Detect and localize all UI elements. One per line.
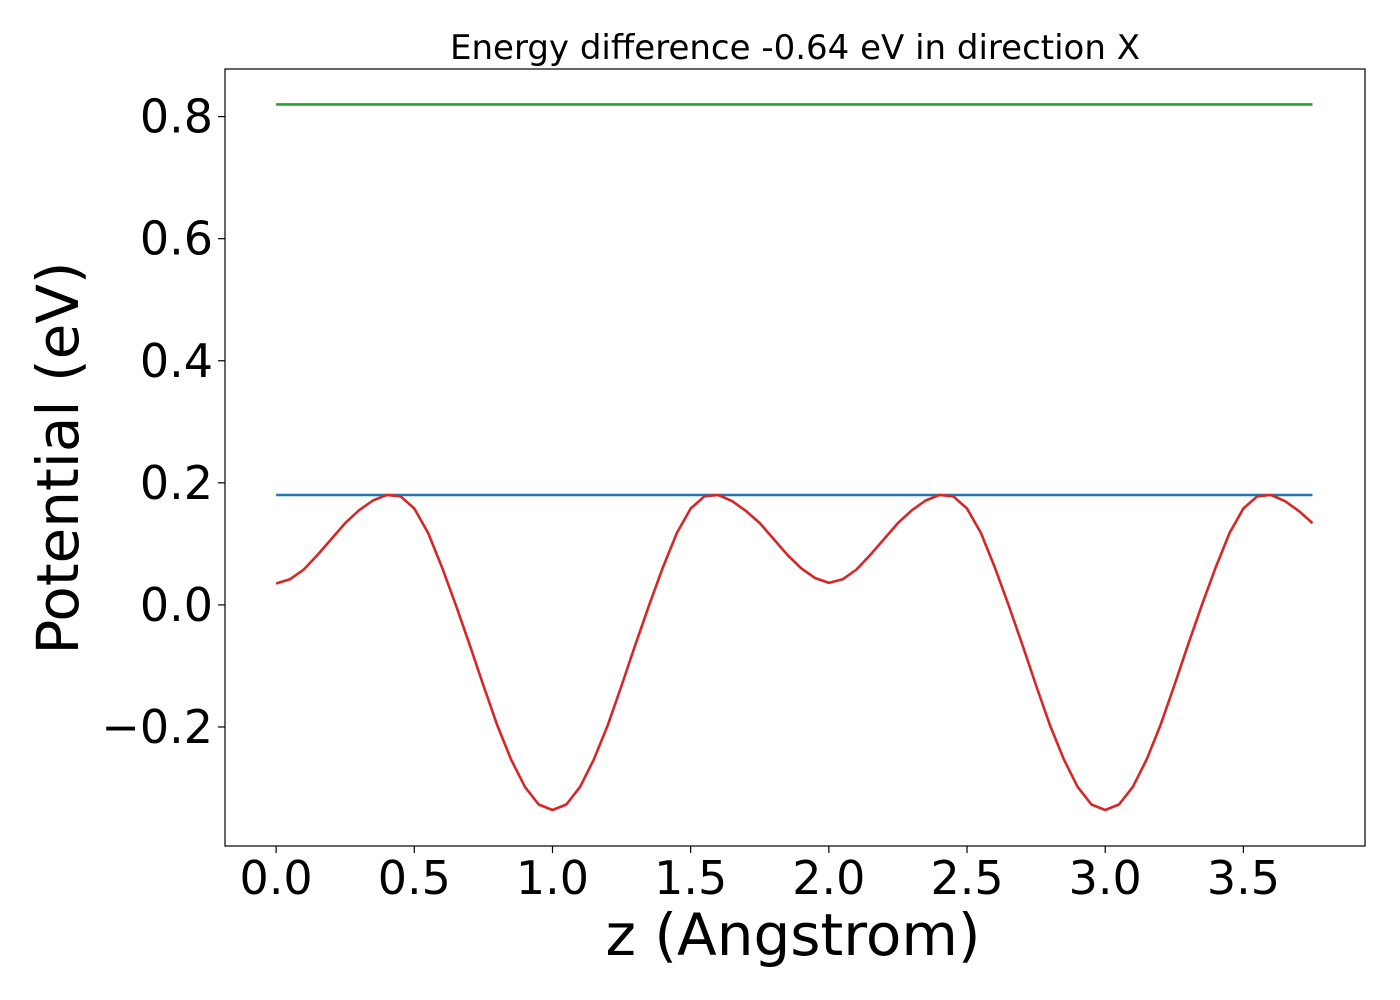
x-tick-label: 0.0 [240,851,313,905]
x-tick-label: 1.5 [654,851,727,905]
x-axis-label: z (Angstrom) [606,901,981,969]
series-layer [275,103,1314,812]
x-tick-label: 3.5 [1207,851,1280,905]
y-tick-label: 0.0 [140,578,213,632]
x-tick-label: 1.0 [516,851,589,905]
y-tick-label: 0.6 [140,212,213,266]
x-tick-label: 0.5 [378,851,451,905]
y-axis-label: Potential (eV) [24,261,92,654]
x-tick-label: 2.5 [930,851,1003,905]
series-line-2 [275,493,1314,812]
y-axis: −0.2 0.0 0.2 0.4 0.6 0.8 [101,90,225,754]
x-tick-label: 3.0 [1069,851,1142,905]
y-tick-label: 0.4 [140,334,213,388]
y-tick-label: −0.2 [101,700,213,754]
x-tick-label: 2.0 [792,851,865,905]
x-axis: 0.0 0.5 1.0 1.5 2.0 2.5 3.0 3.5 [240,846,1280,905]
y-tick-label: 0.2 [140,456,213,510]
plot-frame [224,68,1366,847]
y-tick-label: 0.8 [140,90,213,144]
chart-title: Energy difference -0.64 eV in direction … [450,28,1140,68]
